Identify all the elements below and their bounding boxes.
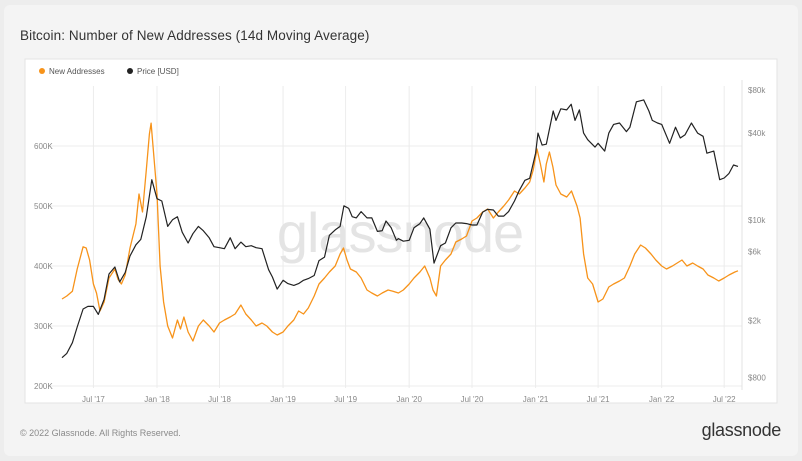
y-right-tick-label: $80k [748, 86, 766, 95]
legend-label-addresses: New Addresses [49, 67, 105, 76]
x-tick-label: Jan '20 [396, 395, 422, 404]
x-tick-label: Jul '18 [208, 395, 231, 404]
x-tick-label: Jan '21 [523, 395, 549, 404]
y-left-tick-label: 200K [34, 382, 53, 391]
legend-marker-price [127, 68, 133, 74]
y-right-tick-label: $40k [748, 129, 766, 138]
y-right-tick-label: $800 [748, 374, 766, 383]
legend-item-price[interactable]: Price [USD] [127, 67, 179, 76]
legend-item-addresses[interactable]: New Addresses [39, 67, 105, 76]
chart-title: Bitcoin: Number of New Addresses (14d Mo… [20, 28, 370, 43]
x-tick-label: Jul '17 [82, 395, 105, 404]
y-right-tick-label: $2k [748, 316, 762, 325]
x-tick-label: Jan '22 [649, 395, 675, 404]
y-right-tick-label: $10k [748, 216, 766, 225]
x-tick-label: Jul '19 [334, 395, 357, 404]
y-left-tick-label: 500K [34, 202, 53, 211]
x-tick-label: Jan '19 [270, 395, 296, 404]
plot-panel [24, 58, 778, 404]
legend-label-price: Price [USD] [137, 67, 179, 76]
x-axis: Jul '17 Jan '18 Jul '18 Jan '19 Jul '19 Jan '… [82, 395, 736, 404]
y-left-axis: 200K 300K 400K 500K 600K [34, 142, 53, 391]
legend: New Addresses Price [USD] [39, 67, 179, 76]
gridlines [50, 80, 743, 390]
y-left-tick-label: 400K [34, 262, 53, 271]
x-tick-label: Jul '20 [461, 395, 484, 404]
series-group [61, 99, 739, 359]
x-tick-label: Jul '21 [587, 395, 610, 404]
y-right-tick-label: $6k [748, 248, 762, 257]
series-line-price [61, 99, 739, 359]
y-left-tick-label: 300K [34, 322, 53, 331]
x-tick-label: Jan '18 [144, 395, 170, 404]
y-left-tick-label: 600K [34, 142, 53, 151]
legend-marker-addresses [39, 68, 45, 74]
copyright-text: © 2022 Glassnode. All Rights Reserved. [20, 428, 181, 438]
glassnode-logo: glassnode [701, 420, 782, 440]
x-tick-label: Jul '22 [713, 395, 736, 404]
series-line-new-addresses [61, 122, 739, 342]
y-right-axis: $800 $2k $6k $10k $40k $80k [748, 86, 766, 383]
